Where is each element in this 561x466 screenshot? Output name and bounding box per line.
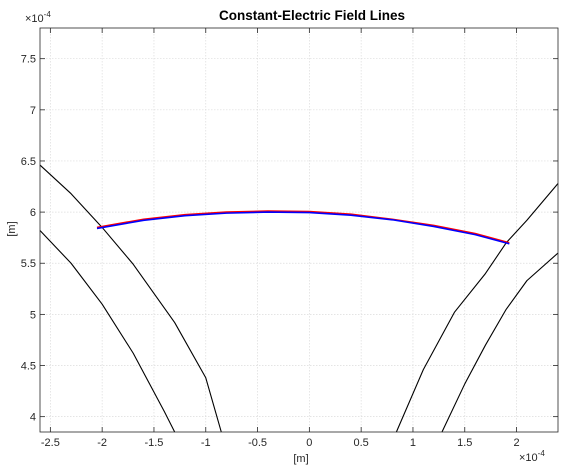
series-line-2 [39, 164, 222, 433]
x-axis-exponent: ×10-4 [519, 449, 545, 464]
x-tick-label: -1 [201, 437, 211, 449]
y-tick-label: 7.5 [21, 54, 36, 66]
series-line-4 [441, 252, 559, 433]
y-tick-label: 5.5 [21, 258, 36, 270]
y-axis-exponent-base: ×10 [25, 13, 44, 25]
x-tick-label: 1.5 [457, 437, 472, 449]
x-tick-label: 0.5 [354, 437, 369, 449]
series-line-5 [96, 210, 510, 244]
x-axis-label: [m] [293, 453, 308, 465]
y-tick-label: 4.5 [21, 361, 36, 373]
x-tick-label: -1.5 [144, 437, 163, 449]
y-axis-label: [m] [6, 221, 18, 236]
x-tick-label: 1 [410, 437, 416, 449]
y-tick-label: 4 [30, 412, 36, 424]
y-tick-label: 7 [30, 105, 36, 117]
x-tick-label: 0 [306, 437, 312, 449]
y-tick-label: 6 [30, 207, 36, 219]
ticks: -2.5 -2 -1.5 -1 -0.5 0 0.5 1 1.5 2 4 4.5 5 5.5 6 6.5 7 7.… [21, 28, 558, 449]
x-axis-exponent-base: ×10 [519, 452, 538, 464]
chart-title: Constant-Electric Field Lines [219, 8, 405, 23]
y-tick-label: 6.5 [21, 156, 36, 168]
x-tick-label: -0.5 [248, 437, 267, 449]
x-tick-label: 2 [513, 437, 519, 449]
y-tick-label: 5 [30, 309, 36, 321]
y-axis-exponent: ×10-4 [25, 10, 51, 25]
series-line-1 [39, 230, 176, 433]
x-tick-label: -2.5 [41, 437, 60, 449]
x-axis-exponent-power: -4 [538, 449, 546, 458]
axes-box [39, 27, 559, 433]
series-line-6 [96, 211, 510, 245]
plot-lines [39, 164, 559, 433]
x-tick-label: -2 [97, 437, 107, 449]
series-line-3 [395, 183, 559, 433]
y-axis-exponent-power: -4 [44, 10, 52, 19]
